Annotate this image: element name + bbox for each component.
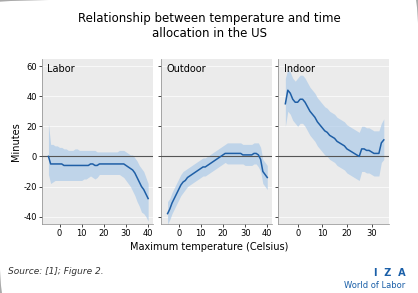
Text: I  Z  A: I Z A [374, 268, 405, 278]
Y-axis label: Minutes: Minutes [11, 122, 20, 161]
Text: Maximum temperature (Celsius): Maximum temperature (Celsius) [130, 242, 288, 252]
Text: Labor: Labor [47, 64, 75, 74]
Text: World of Labor: World of Labor [344, 281, 405, 290]
Text: Source: [1]; Figure 2.: Source: [1]; Figure 2. [8, 267, 104, 276]
Text: Indoor: Indoor [283, 64, 314, 74]
Text: Outdoor: Outdoor [166, 64, 206, 74]
Text: Relationship between temperature and time
allocation in the US: Relationship between temperature and tim… [78, 12, 340, 40]
